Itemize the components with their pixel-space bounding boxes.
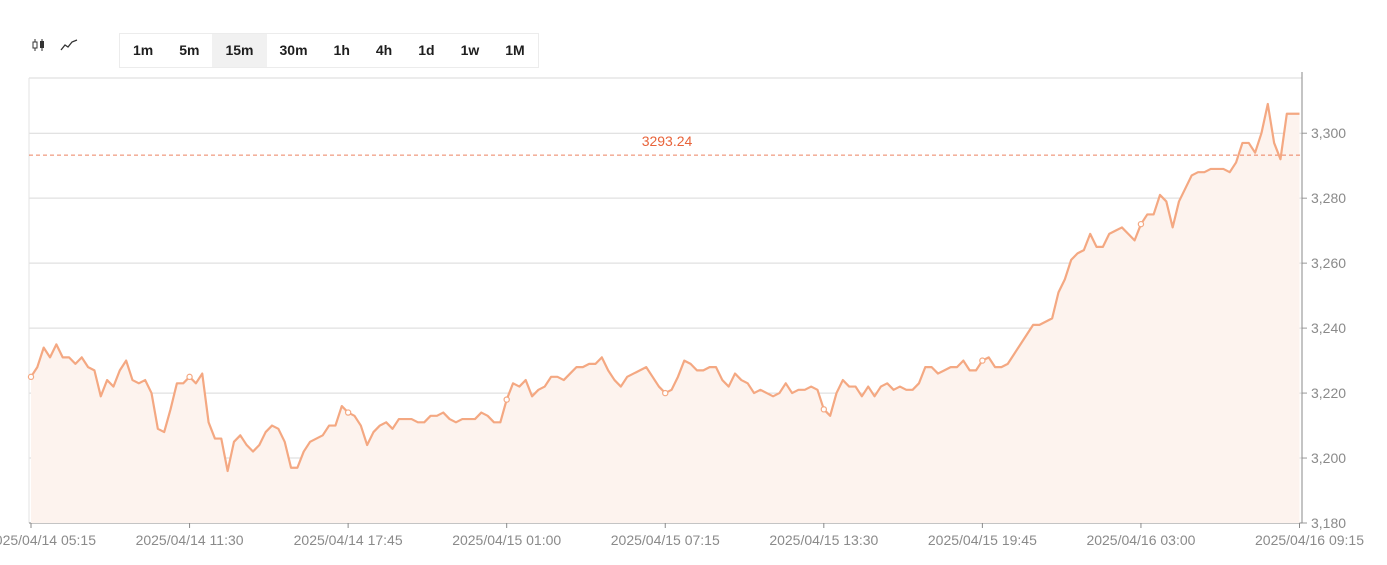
timeframe-5m-button[interactable]: 5m: [166, 34, 213, 67]
y-tick-label: 3,220: [1311, 385, 1346, 401]
x-tick-label: 2025/04/14 11:30: [136, 532, 244, 548]
timeframe-1M-button[interactable]: 1M: [492, 34, 538, 67]
timeframe-1m-button[interactable]: 1m: [120, 34, 167, 67]
timeframe-30m-button[interactable]: 30m: [266, 34, 321, 67]
data-point-marker[interactable]: [1137, 220, 1145, 228]
data-point-marker[interactable]: [662, 389, 669, 397]
y-tick-label: 3,260: [1311, 255, 1346, 271]
data-point-marker[interactable]: [979, 357, 986, 364]
data-point-marker[interactable]: [27, 373, 35, 381]
x-tick-label: 2025/04/15 07:15: [611, 532, 720, 548]
line-chart-icon[interactable]: [58, 34, 80, 56]
timeframe-selector: 1m 5m 15m 30m 1h 4h 1d 1w 1M: [119, 33, 539, 68]
y-tick-label: 3,300: [1311, 125, 1346, 141]
candlestick-icon[interactable]: [28, 34, 50, 56]
timeframe-4h-button[interactable]: 4h: [362, 34, 406, 67]
y-tick-label: 3,280: [1311, 190, 1346, 206]
x-tick-label: 2025/04/15 13:30: [769, 532, 878, 548]
price-area: [31, 103, 1300, 524]
x-tick-label: 2025/04/16 09:15: [1255, 532, 1364, 548]
timeframe-15m-button[interactable]: 15m: [212, 34, 267, 67]
data-point-marker[interactable]: [186, 373, 193, 381]
data-point-marker[interactable]: [820, 406, 828, 413]
timeframe-1d-button[interactable]: 1d: [405, 34, 448, 67]
y-tick-label: 3,200: [1311, 450, 1346, 466]
x-tick-label: 2025/04/15 19:45: [928, 532, 1037, 548]
timeframe-1w-button[interactable]: 1w: [447, 34, 493, 67]
x-tick-label: 2025/04/15 01:00: [452, 532, 561, 548]
data-point-marker[interactable]: [503, 396, 510, 403]
reference-line-label: 3293.24: [642, 133, 693, 149]
y-tick-label: 3,180: [1311, 515, 1346, 531]
data-point-marker[interactable]: [344, 409, 352, 416]
x-tick-label: 2025/04/14 17:45: [294, 532, 403, 548]
timeframe-1h-button[interactable]: 1h: [320, 34, 363, 67]
x-tick-label: 2025/04/16 03:00: [1086, 532, 1195, 548]
y-tick-label: 3,240: [1311, 320, 1346, 336]
x-tick-label: 2025/04/14 05:15: [0, 532, 96, 548]
chart-type-toggle: [28, 34, 80, 56]
